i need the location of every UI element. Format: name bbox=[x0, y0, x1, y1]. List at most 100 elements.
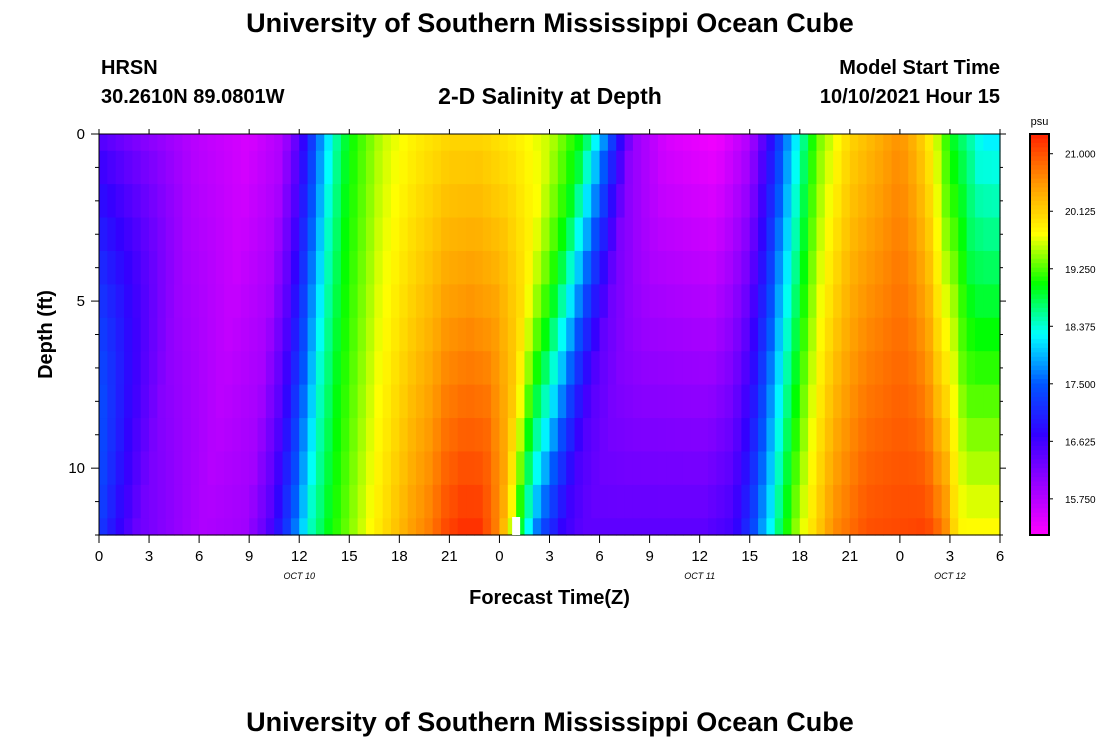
heatmap-cell bbox=[649, 150, 659, 185]
heatmap-cell bbox=[866, 351, 876, 386]
heatmap-cell bbox=[232, 384, 242, 419]
heatmap-cell bbox=[941, 384, 951, 419]
colorbar-strip bbox=[1030, 223, 1049, 229]
heatmap-cell bbox=[974, 351, 984, 386]
heatmap-cell bbox=[99, 250, 108, 285]
heatmap-cell bbox=[591, 518, 601, 536]
heatmap-cell bbox=[299, 518, 309, 536]
heatmap-cell bbox=[641, 451, 651, 486]
colorbar-strip bbox=[1030, 490, 1049, 496]
heatmap-cell bbox=[190, 351, 200, 386]
heatmap-cell bbox=[99, 451, 108, 486]
heatmap-cell bbox=[716, 518, 726, 536]
heatmap-cell bbox=[416, 418, 425, 453]
heatmap-cell bbox=[924, 134, 934, 152]
heatmap-cell bbox=[699, 418, 709, 453]
heatmap-cell bbox=[399, 317, 409, 352]
colorbar-strip bbox=[1030, 281, 1049, 287]
heatmap-cell bbox=[374, 451, 384, 486]
heatmap-cell bbox=[324, 317, 334, 352]
heatmap-cell bbox=[532, 184, 542, 219]
y-axis-title: Depth (ft) bbox=[35, 290, 57, 379]
heatmap-cell bbox=[941, 184, 951, 219]
x-tick-label: 12 bbox=[291, 548, 308, 565]
colorbar-strip bbox=[1030, 298, 1049, 304]
heatmap-cell bbox=[624, 150, 634, 185]
colorbar-strip bbox=[1030, 401, 1049, 407]
heatmap-cell bbox=[232, 484, 242, 519]
heatmap-cell bbox=[207, 284, 217, 319]
heatmap-cell bbox=[724, 351, 734, 386]
heatmap-cell bbox=[132, 250, 142, 285]
heatmap-cell bbox=[774, 317, 784, 352]
heatmap-cell bbox=[983, 518, 993, 536]
colorbar-strip bbox=[1030, 396, 1049, 402]
heatmap-cell bbox=[733, 484, 742, 519]
heatmap-cell bbox=[115, 518, 125, 536]
colorbar-strip bbox=[1030, 142, 1049, 148]
heatmap-cell bbox=[766, 418, 776, 453]
heatmap-cell bbox=[416, 284, 425, 319]
heatmap-cell bbox=[174, 518, 184, 536]
heatmap-cell bbox=[249, 351, 259, 386]
heatmap-cell bbox=[824, 518, 834, 536]
heatmap-cell bbox=[774, 351, 784, 386]
heatmap-cell bbox=[883, 484, 893, 519]
heatmap-cell bbox=[866, 451, 876, 486]
heatmap-cell bbox=[549, 317, 559, 352]
heatmap-cell bbox=[591, 250, 601, 285]
heatmap-cell bbox=[874, 250, 884, 285]
heatmap-cell bbox=[616, 384, 626, 419]
heatmap-cell bbox=[532, 484, 542, 519]
heatmap-cell bbox=[340, 284, 350, 319]
heatmap-cell bbox=[532, 384, 542, 419]
heatmap-cell bbox=[466, 150, 476, 185]
heatmap-cell bbox=[132, 317, 142, 352]
heatmap-cell bbox=[390, 451, 400, 486]
heatmap-cell bbox=[841, 317, 851, 352]
heatmap-cell bbox=[149, 451, 158, 486]
heatmap-cell bbox=[758, 217, 768, 252]
heatmap-cell bbox=[649, 418, 659, 453]
heatmap-cell bbox=[699, 317, 709, 352]
heatmap-cell bbox=[716, 384, 726, 419]
heatmap-cell bbox=[407, 484, 417, 519]
heatmap-cell bbox=[407, 451, 417, 486]
heatmap-cell bbox=[165, 484, 175, 519]
heatmap-cell bbox=[674, 484, 684, 519]
heatmap-cell bbox=[774, 384, 784, 419]
heatmap-cell bbox=[582, 451, 592, 486]
heatmap-cell bbox=[307, 217, 317, 252]
heatmap-cell bbox=[449, 150, 459, 185]
heatmap-cell bbox=[115, 217, 125, 252]
x-axis-title: Forecast Time(Z) bbox=[469, 587, 630, 609]
heatmap-cell bbox=[365, 217, 375, 252]
heatmap-cell bbox=[407, 250, 417, 285]
heatmap-cell bbox=[374, 250, 384, 285]
heatmap-cell bbox=[524, 484, 534, 519]
heatmap-cell bbox=[215, 134, 225, 152]
heatmap-cell bbox=[724, 250, 734, 285]
heatmap-cell bbox=[140, 250, 150, 285]
heatmap-cell bbox=[958, 250, 968, 285]
heatmap-cell bbox=[816, 317, 826, 352]
heatmap-cell bbox=[157, 418, 167, 453]
colorbar-strip bbox=[1030, 263, 1049, 269]
x-tick-label: 0 bbox=[495, 548, 503, 565]
heatmap-cell bbox=[657, 217, 667, 252]
heatmap-cell bbox=[282, 284, 292, 319]
heatmap-cell bbox=[632, 317, 642, 352]
heatmap-cell bbox=[374, 484, 384, 519]
heatmap-cell bbox=[983, 217, 993, 252]
heatmap-cell bbox=[632, 451, 642, 486]
heatmap-cell bbox=[357, 150, 367, 185]
heatmap-cell bbox=[791, 451, 801, 486]
heatmap-cell bbox=[557, 250, 567, 285]
heatmap-cell bbox=[541, 184, 551, 219]
heatmap-cell bbox=[849, 384, 859, 419]
heatmap-cell bbox=[182, 351, 192, 386]
heatmap-cell bbox=[632, 284, 642, 319]
heatmap-cell bbox=[791, 184, 801, 219]
heatmap-cell bbox=[457, 250, 467, 285]
heatmap-cell bbox=[591, 484, 601, 519]
